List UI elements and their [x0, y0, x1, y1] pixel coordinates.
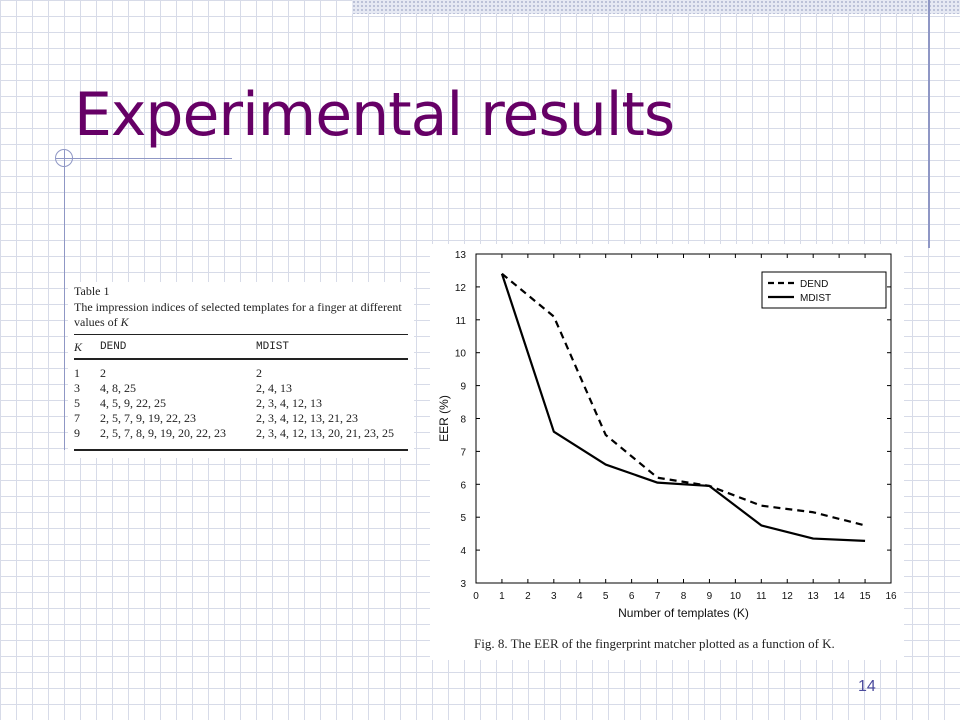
x-tick-label: 11	[756, 591, 767, 602]
table-cell-mdist: 2, 4, 13	[256, 381, 292, 395]
slide-number: 14	[858, 678, 876, 695]
y-tick-label: 4	[460, 546, 466, 557]
x-tick-label: 10	[730, 591, 742, 602]
x-tick-label: 14	[834, 591, 846, 602]
y-tick-label: 8	[460, 415, 466, 426]
y-tick-label: 9	[460, 382, 466, 393]
x-tick-label: 12	[782, 591, 794, 602]
table-header-k: K	[74, 340, 83, 354]
left-accent-line	[64, 150, 65, 450]
table-title: Table 1	[74, 284, 110, 298]
y-tick-label: 7	[460, 447, 466, 458]
title-underline	[56, 158, 232, 159]
eer-line-chart: 0 1 2 3 4 5 6 7 8 9 10 11 12 13 14 15 16345678910111213N…	[437, 250, 897, 620]
y-tick-label: 6	[460, 480, 466, 491]
table-header-mdist: MDIST	[256, 341, 290, 353]
x-tick-label: 4	[577, 591, 583, 602]
table-figure: Table 1 The impression indices of select…	[68, 282, 414, 458]
x-tick-label: 16	[885, 591, 897, 602]
chart-figure: 0 1 2 3 4 5 6 7 8 9 10 11 12 13 14 15 16 3 4 5 6 7 8 9 10 11 12 13 N…	[430, 244, 904, 660]
legend-box	[761, 271, 887, 309]
table-cell-mdist: 2, 3, 4, 12, 13, 20, 21, 23, 25	[256, 426, 394, 440]
table-top-rule	[74, 334, 408, 335]
x-tick-label: 1	[499, 591, 505, 602]
right-accent-line	[928, 0, 930, 248]
table-cell-dend: 2, 5, 7, 8, 9, 19, 20, 22, 23	[100, 426, 226, 440]
y-tick-label: 13	[455, 250, 467, 261]
y-tick-label: 5	[460, 513, 466, 524]
table-caption-text: The impression indices of selected templ…	[74, 300, 402, 329]
x-tick-label: 5	[603, 591, 609, 602]
x-tick-label: 3	[551, 591, 557, 602]
x-tick-label: 0	[473, 591, 479, 602]
table-header-rule	[74, 358, 408, 360]
series-line-dend	[501, 272, 866, 527]
table-caption-variable: K	[120, 315, 129, 329]
table-cell-dend: 2, 5, 7, 9, 19, 22, 23	[100, 411, 196, 425]
x-tick-label: 7	[655, 591, 661, 602]
table-cell-k: 7	[74, 411, 80, 425]
table-cell-k: 1	[74, 366, 80, 380]
series-line-mdist	[500, 273, 866, 542]
figure-caption: Fig. 8. The EER of the fingerprint match…	[474, 636, 835, 651]
table-cell-mdist: 2, 3, 4, 12, 13	[256, 396, 322, 410]
table-cell-dend: 4, 8, 25	[100, 381, 136, 395]
x-tick-label: 6	[629, 591, 635, 602]
slide-title: Experimental results	[74, 80, 675, 150]
decorative-ring	[55, 149, 73, 167]
legend-label-mdist: MDIST	[800, 293, 831, 304]
table-cell-k: 3	[74, 381, 80, 395]
y-tick-label: 3	[460, 579, 466, 590]
x-tick-label: 13	[808, 591, 820, 602]
y-axis-label: EER (%)	[437, 395, 451, 442]
table-cell-dend: 4, 5, 9, 22, 25	[100, 396, 166, 410]
legend-label-dend: DEND	[800, 279, 828, 290]
x-tick-label: 2	[525, 591, 531, 602]
x-tick-label: 8	[681, 591, 687, 602]
top-decorative-band	[352, 0, 960, 14]
y-tick-label: 10	[455, 349, 467, 360]
y-tick-label: 12	[455, 283, 467, 294]
table-cell-dend: 2	[100, 366, 106, 380]
table-bottom-rule	[74, 449, 408, 451]
table-cell-mdist: 2	[256, 366, 262, 380]
table-header-dend: DEND	[100, 341, 127, 353]
table-cell-k: 9	[74, 426, 80, 440]
x-tick-label: 15	[860, 591, 872, 602]
table-cell-k: 5	[74, 396, 80, 410]
x-tick-label: 9	[707, 591, 713, 602]
y-tick-label: 11	[456, 316, 467, 327]
table-cell-mdist: 2, 3, 4, 12, 13, 21, 23	[256, 411, 358, 425]
table-caption: The impression indices of selected templ…	[74, 300, 412, 330]
x-axis-label: Number of templates (K)	[618, 606, 749, 620]
